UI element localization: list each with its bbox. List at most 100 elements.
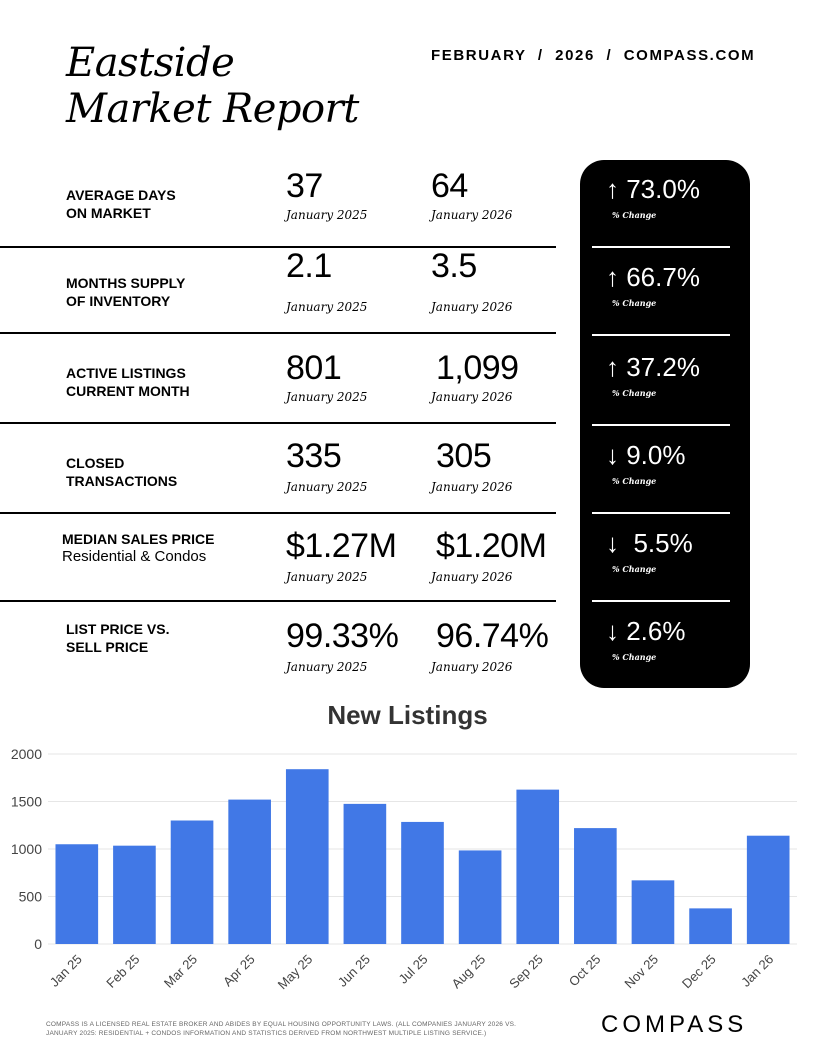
metric-label: AVERAGE DAYS ON MARKET: [66, 186, 176, 222]
metric-label: CLOSED TRANSACTIONS: [66, 454, 177, 490]
metric-period-2026: January 2026: [431, 300, 513, 314]
metric-value-2026: 64: [431, 167, 468, 205]
change-divider: [592, 424, 730, 426]
change-cell: ↓ 2.6% % Change: [580, 602, 750, 690]
change-cell: ↑ 66.7% % Change: [580, 248, 750, 336]
metric-value-2026: 1,099: [436, 349, 519, 387]
row-divider: [0, 246, 556, 248]
x-tick-label: Jan 25: [47, 952, 85, 990]
bar: [343, 803, 387, 944]
new-listings-chart: 0 500 1000 1500 2000 Jan 25 Feb 25 Mar 25 Apr 25…: [11, 746, 797, 993]
footer-disclaimer: COMPASS IS A LICENSED REAL ESTATE BROKER…: [46, 1021, 517, 1037]
metric-label-line1: CLOSED: [66, 455, 125, 471]
y-tick-label: 500: [19, 889, 43, 905]
x-tick-label: Aug 25: [448, 952, 488, 992]
metric-label-line2: ON MARKET: [66, 205, 151, 221]
metric-period-2026: January 2026: [431, 208, 513, 222]
metric-value-2026: 3.5: [431, 247, 477, 285]
metric-value-2025: $1.27M: [286, 527, 397, 565]
change-divider: [592, 334, 730, 336]
report-title-line2: Market Report: [66, 86, 359, 132]
bar: [516, 789, 560, 944]
metric-label: ACTIVE LISTINGS CURRENT MONTH: [66, 364, 190, 400]
metric-label: MEDIAN SALES PRICE Residential & Condos: [62, 530, 214, 566]
row-divider: [0, 422, 556, 424]
change-value: ↑ 37.2%: [606, 352, 700, 382]
x-tick-label: Apr 25: [220, 952, 258, 990]
row-divider: [0, 600, 556, 602]
report-title: Eastside Market Report: [66, 40, 359, 132]
change-value: ↑ 66.7%: [606, 262, 700, 292]
metric-label-line2: SELL PRICE: [66, 639, 149, 655]
bar: [228, 799, 271, 944]
change-cell: ↓ 9.0% % Change: [580, 426, 750, 514]
change-label: % Change: [612, 652, 657, 662]
change-cell: ↓ 5.5% % Change: [580, 514, 750, 602]
metric-row: MONTHS SUPPLY OF INVENTORY 2.1 January 2025…: [0, 246, 556, 334]
bar: [285, 769, 329, 944]
metric-period-2026: January 2026: [431, 660, 513, 674]
metric-label: MONTHS SUPPLY OF INVENTORY: [66, 274, 185, 310]
metric-value-2025: 2.1: [286, 247, 332, 285]
change-label: % Change: [612, 210, 657, 220]
change-label: % Change: [612, 298, 657, 308]
metric-label-line2: OF INVENTORY: [66, 293, 171, 309]
metric-value-2026: 305: [436, 437, 492, 475]
metric-label-line2: TRANSACTIONS: [66, 473, 178, 489]
metric-period-2025: January 2025: [286, 660, 368, 674]
metric-label: LIST PRICE VS. SELL PRICE: [66, 620, 169, 656]
change-panel: ↑ 73.0% % Change ↑ 66.7% % Change ↑ 37.2% % C…: [580, 160, 750, 688]
metric-value-2026: $1.20M: [436, 527, 547, 565]
bar: [746, 835, 790, 944]
metric-period-2025: January 2025: [286, 390, 368, 404]
metric-period-2025: January 2025: [286, 480, 368, 494]
metric-label-line2: Residential & Condos: [62, 548, 207, 565]
metric-value-2025: 99.33%: [286, 617, 399, 655]
y-tick-label: 1500: [11, 794, 42, 810]
bar: [631, 880, 675, 944]
change-value: ↓ 5.5%: [606, 528, 693, 558]
x-tick-label: Jul 25: [395, 952, 430, 987]
bar: [55, 844, 99, 944]
metric-row: AVERAGE DAYS ON MARKET 37 January 2025 64 Jan…: [0, 160, 556, 248]
chart-title: New Listings: [327, 700, 488, 730]
change-label: % Change: [612, 564, 657, 574]
metric-row: MEDIAN SALES PRICE Residential & Condos $1…: [0, 514, 556, 602]
change-value: ↑ 73.0%: [606, 174, 700, 204]
metric-period-2026: January 2026: [431, 570, 513, 584]
metric-value-2026: 96.74%: [436, 617, 549, 655]
x-tick-label: Mar 25: [161, 952, 200, 991]
compass-logo: COMPASS: [601, 1011, 748, 1038]
y-tick-label: 2000: [11, 746, 42, 762]
x-tick-label: Sep 25: [506, 952, 546, 992]
x-tick-label: Jun 25: [335, 952, 373, 990]
metric-period-2026: January 2026: [431, 390, 513, 404]
x-tick-label: May 25: [275, 952, 316, 993]
metric-period-2025: January 2025: [286, 570, 368, 584]
change-label: % Change: [612, 388, 657, 398]
change-divider: [592, 600, 730, 602]
change-cell: ↑ 73.0% % Change: [580, 160, 750, 248]
metric-row: LIST PRICE VS. SELL PRICE 99.33% January 20…: [0, 602, 556, 690]
row-divider: [0, 332, 556, 334]
bar: [689, 908, 732, 944]
metric-label-line1: ACTIVE LISTINGS: [66, 365, 186, 381]
change-label: % Change: [612, 476, 657, 486]
metric-period-2025: January 2025: [286, 208, 368, 222]
row-divider: [0, 512, 556, 514]
x-tick-label: Feb 25: [103, 952, 142, 991]
bar: [401, 821, 444, 944]
metric-label-line1: MEDIAN SALES PRICE: [62, 531, 215, 547]
x-tick-label: Oct 25: [566, 952, 604, 990]
metric-value-2025: 37: [286, 167, 323, 205]
bar: [113, 845, 156, 944]
change-cell: ↑ 37.2% % Change: [580, 338, 750, 426]
change-value: ↓ 9.0%: [606, 440, 686, 470]
change-value: ↓ 2.6%: [606, 616, 686, 646]
x-tick-label: Jan 26: [738, 952, 776, 990]
x-tick-label: Dec 25: [679, 952, 719, 992]
metric-period-2025: January 2025: [286, 300, 368, 314]
bar: [574, 828, 617, 944]
bar: [458, 850, 502, 944]
y-tick-label: 1000: [11, 841, 42, 857]
